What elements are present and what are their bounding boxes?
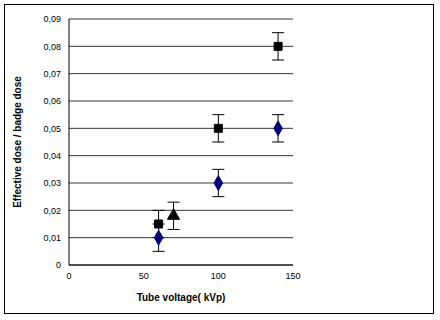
svg-text:0: 0 [56, 260, 61, 270]
svg-text:0,08: 0,08 [43, 42, 61, 52]
svg-text:Tube voltage( kVp): Tube voltage( kVp) [137, 292, 226, 303]
svg-text:100: 100 [211, 271, 226, 281]
svg-text:0,01: 0,01 [43, 233, 61, 243]
svg-text:0,06: 0,06 [43, 96, 61, 106]
svg-text:0,04: 0,04 [43, 151, 61, 161]
svg-text:0: 0 [66, 271, 71, 281]
svg-text:Effective dose / badge dose: Effective dose / badge dose [12, 76, 23, 208]
svg-text:150: 150 [285, 271, 300, 281]
svg-text:50: 50 [139, 271, 149, 281]
svg-text:0,05: 0,05 [43, 124, 61, 134]
svg-text:0,02: 0,02 [43, 206, 61, 216]
svg-text:0,09: 0,09 [43, 14, 61, 24]
svg-text:0,03: 0,03 [43, 178, 61, 188]
svg-text:0,07: 0,07 [43, 69, 61, 79]
